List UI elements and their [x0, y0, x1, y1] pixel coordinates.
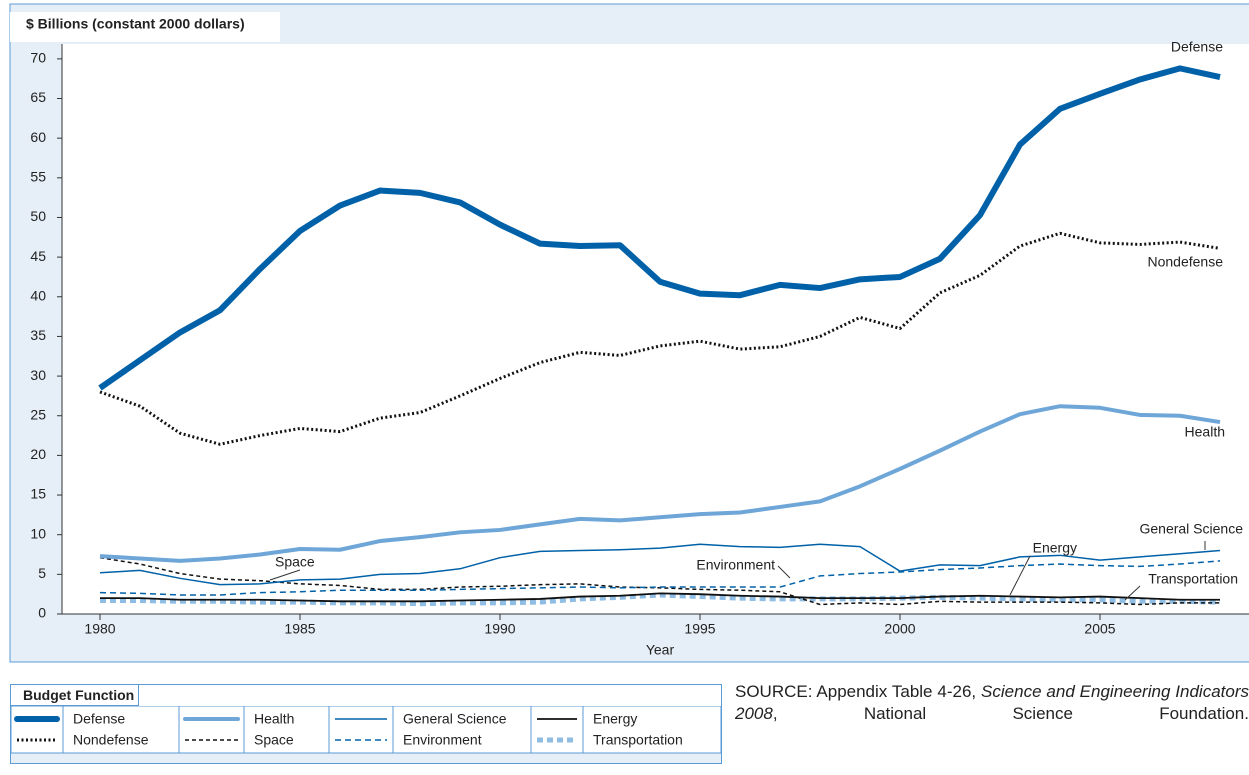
y-tick-label: 0: [38, 605, 46, 621]
x-axis-title: Year: [646, 642, 675, 658]
leader-line: [1009, 555, 1031, 596]
legend-swatch-box: [328, 705, 394, 754]
legend-label: Environment: [403, 732, 482, 748]
x-tick-label: 1995: [684, 621, 715, 637]
legend-label-box: [582, 705, 722, 754]
legend-swatch-box: [530, 705, 584, 754]
legend-label: Nondefense: [73, 732, 149, 748]
line-label: Nondefense: [1147, 254, 1223, 270]
chart: $ Billions (constant 2000 dollars) Year …: [9, 3, 1249, 663]
series-line: [99, 543, 1221, 586]
y-tick-label: 45: [30, 248, 46, 264]
leader-line: [777, 565, 791, 579]
series-line: [98, 65, 1221, 391]
y-tick-label: 40: [30, 287, 46, 303]
legend-swatch-box: [178, 705, 245, 754]
y-tick-label: 15: [30, 486, 46, 502]
series-line: [99, 560, 1221, 596]
x-tick-label: 1985: [284, 621, 315, 637]
legend-label-box: [62, 705, 180, 754]
y-tick-label: 30: [30, 367, 46, 383]
y-tick-label: 70: [30, 50, 46, 66]
legend-label: General Science: [403, 711, 507, 727]
line-label: Transportation: [1148, 571, 1238, 587]
leader-line: [1124, 585, 1141, 601]
legend-label: Energy: [593, 711, 637, 727]
legend-label-box: [243, 705, 330, 754]
source-prefix: SOURCE: Appendix Table 4-26,: [735, 682, 982, 701]
series-line: [99, 556, 1220, 606]
y-tick-label: 35: [30, 327, 46, 343]
legend-swatches: Defense Nondefense Health Space General Scie…: [10, 705, 722, 754]
y-tick-label: 25: [30, 406, 46, 422]
series-line: [99, 404, 1221, 563]
source-title: Science and Engineering Indicators 2008: [735, 682, 1249, 723]
line-label: General Science: [1139, 521, 1243, 537]
series-line: [100, 592, 1221, 607]
legend-title: Budget Function: [11, 685, 139, 706]
x-tick-label: 1980: [84, 621, 115, 637]
y-tick-label: 20: [30, 446, 46, 462]
series-line: [100, 592, 1220, 603]
y-tick-label: 55: [30, 169, 46, 185]
y-axis-title: $ Billions (constant 2000 dollars): [26, 16, 245, 32]
line-label: Environment: [696, 557, 775, 573]
line-label: Defense: [1171, 39, 1223, 55]
line-label: Energy: [1033, 540, 1077, 556]
source-note: SOURCE: Appendix Table 4-26, Science and…: [735, 681, 1249, 747]
line-label: Health: [1185, 424, 1225, 440]
line-label: Space: [275, 554, 315, 570]
source-suffix: , National Science Foundation.: [772, 704, 1249, 723]
y-tick-label: 5: [38, 565, 46, 581]
y-tick-label: 65: [30, 89, 46, 105]
legend: Budget Function Defense Nondefense Health S…: [10, 684, 722, 764]
legend-swatch-box: [10, 705, 64, 754]
legend-label: Defense: [73, 711, 125, 727]
y-tick-label: 10: [30, 525, 46, 541]
legend-label: Health: [254, 711, 294, 727]
leader-line: [269, 569, 301, 581]
x-tick-label: 2000: [884, 621, 915, 637]
y-tick-label: 50: [30, 208, 46, 224]
legend-label: Transportation: [593, 732, 683, 748]
legend-label: Space: [254, 732, 294, 748]
x-tick-label: 2005: [1084, 621, 1115, 637]
legend-label-box: [392, 705, 532, 754]
y-label-box: [10, 12, 280, 42]
y-tick-label: 60: [30, 129, 46, 145]
x-tick-label: 1990: [484, 621, 515, 637]
plot-area: [62, 44, 1249, 614]
legend-body: Defense Nondefense Health Space General Scie…: [10, 705, 722, 763]
